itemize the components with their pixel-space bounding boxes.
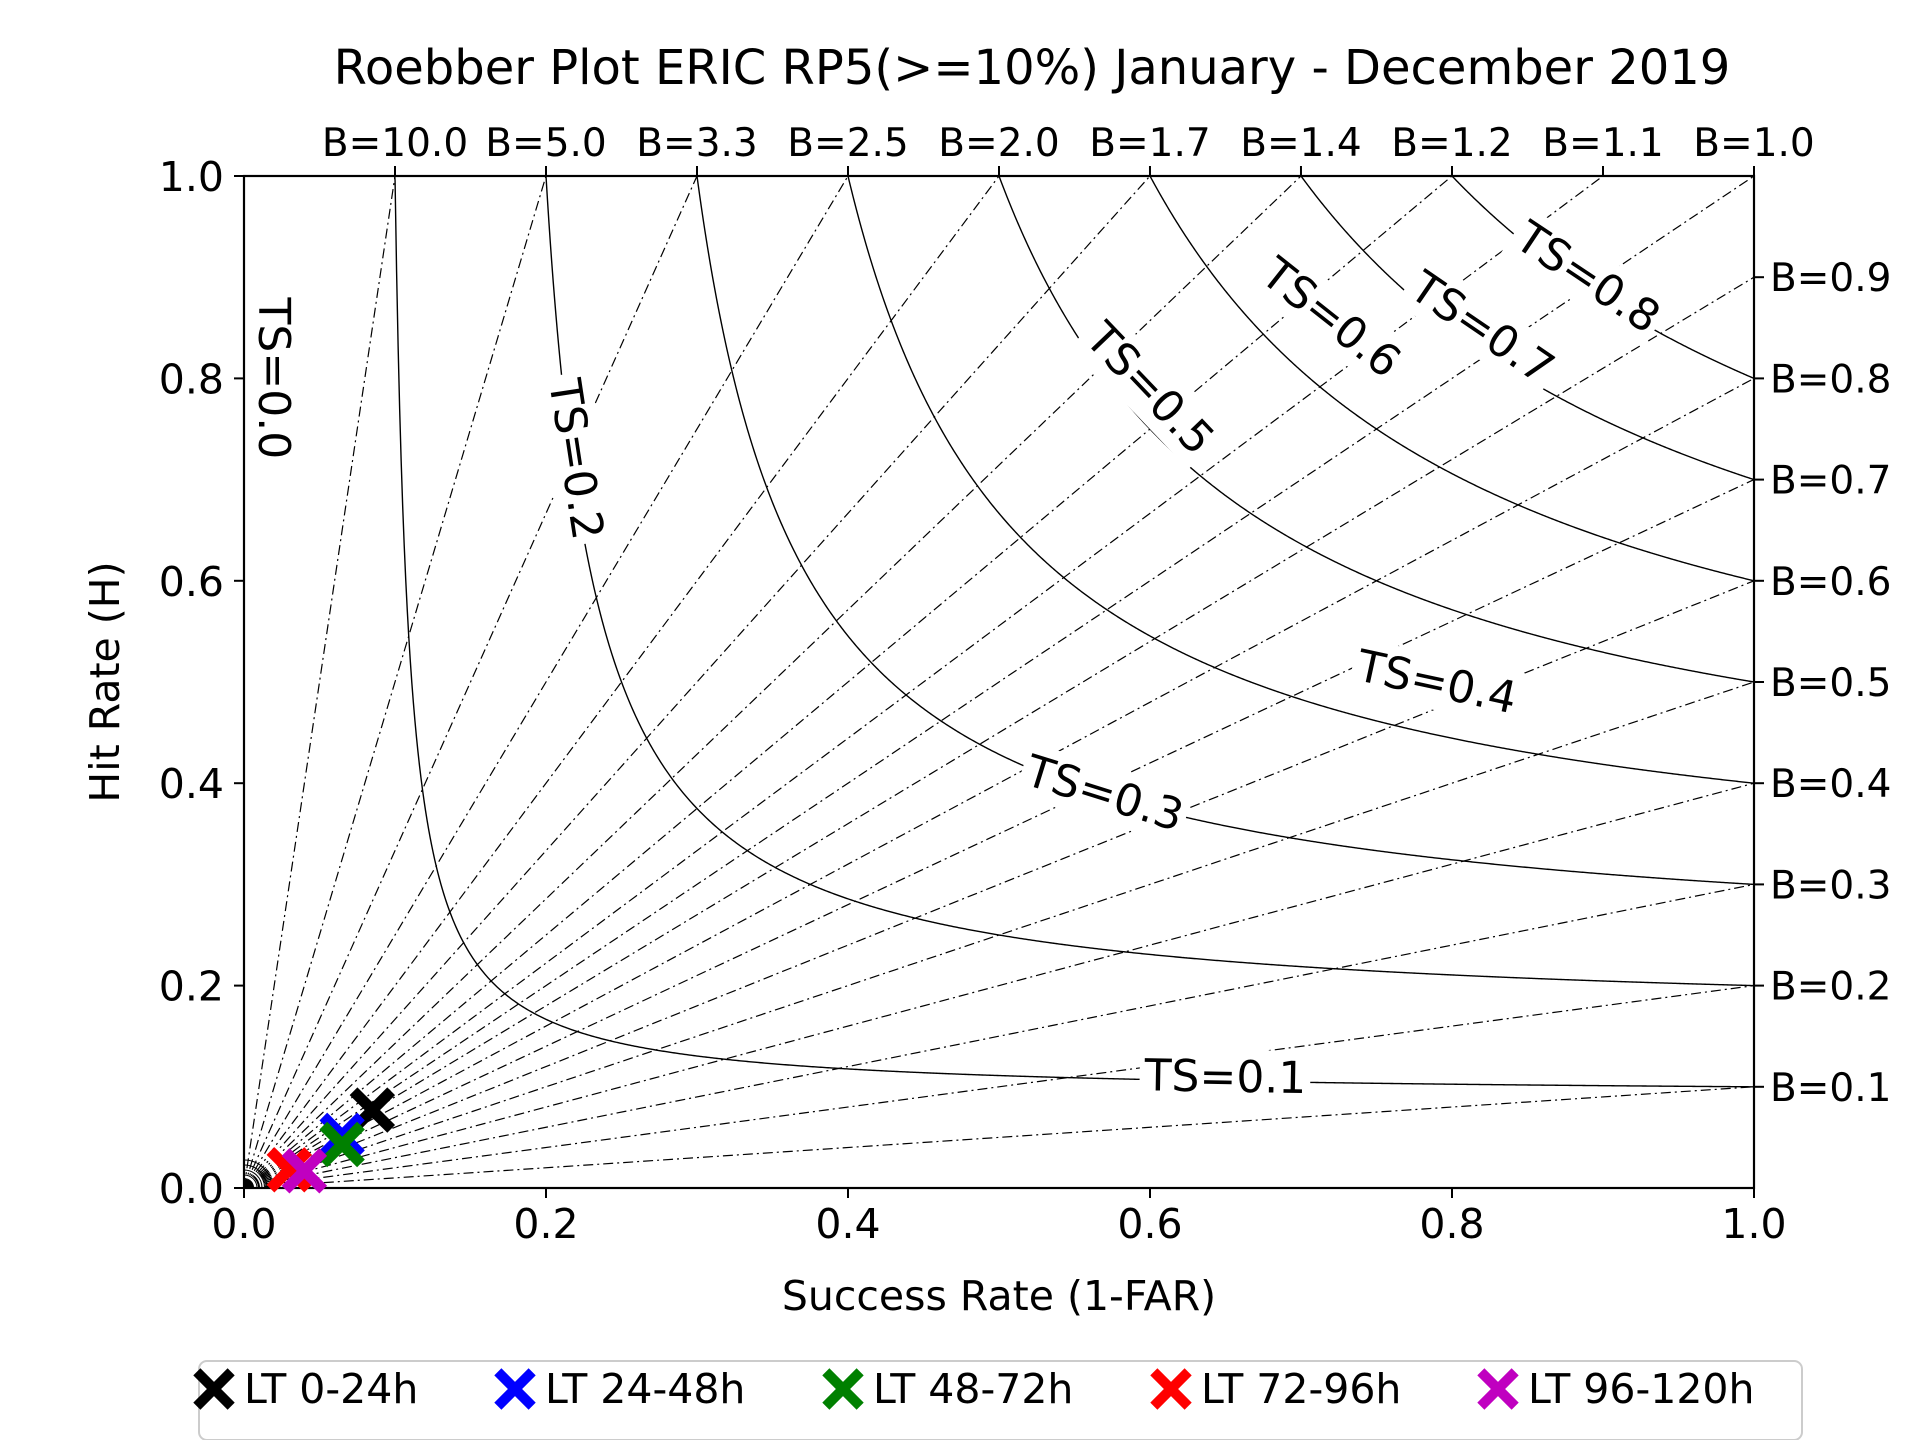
y-tick-label: 0.4 — [159, 760, 224, 808]
ts-contour-line — [1149, 176, 1754, 582]
bias-line-right — [244, 782, 1754, 1188]
ts-contour-label: TS=0.4 — [1351, 640, 1521, 724]
bias-right-label: B=0.2 — [1770, 965, 1891, 1010]
bias-right-label: B=0.9 — [1770, 256, 1891, 301]
bias-line-right — [244, 276, 1754, 1188]
y-tick-label: 1.0 — [159, 153, 224, 201]
ts-contour-line — [998, 176, 1754, 683]
x-tick-label: 0.0 — [211, 1200, 276, 1248]
ts-label-background — [1070, 307, 1229, 470]
ts-contour-label: TS=0.7 — [1400, 261, 1563, 395]
ts-origin-arc — [244, 1169, 263, 1188]
legend-marker — [822, 1368, 864, 1410]
bias-top-label: B=3.3 — [636, 121, 757, 166]
x-tick-label: 1.0 — [1721, 1200, 1786, 1248]
bias-top-label: B=10.0 — [322, 121, 468, 166]
data-points-group — [266, 1087, 396, 1194]
ts-label-background — [1246, 243, 1415, 393]
legend-label: LT 0-24h — [244, 1365, 418, 1413]
bias-line-right — [244, 985, 1754, 1188]
bias-line-right — [244, 1086, 1754, 1188]
bias-line-top — [244, 176, 849, 1188]
ts-contour-label: TS=0.5 — [1075, 312, 1224, 465]
y-tick-label: 0.8 — [159, 355, 224, 403]
bias-top-label: B=2.5 — [787, 121, 908, 166]
y-axis-label: Hit Rate (H) — [81, 561, 129, 802]
bias-top-labels: B=10.0 B=5.0 B=3.3 B=2.5 B=2.0 B=1.7 B=1.4 B=1.… — [322, 121, 1815, 176]
ts-contour-line — [1300, 176, 1754, 481]
ts-labels-group: TS=0.0TS=0.1TS=0.2TS=0.3TS=0.4TS=0.5 TS=0… — [246, 207, 1674, 1107]
data-point-marker — [281, 1148, 328, 1194]
x-tick-label: 0.2 — [513, 1200, 578, 1248]
ts-label-background — [1014, 742, 1194, 846]
legend-label: LT 48-72h — [873, 1365, 1073, 1413]
legend: LT 0-24h LT 24-48h LT 48-72h LT 72-96h LT 96… — [193, 1360, 1803, 1440]
bias-line-right — [244, 883, 1754, 1188]
legend-label: LT 24-48h — [545, 1365, 745, 1413]
bias-line-top — [244, 176, 698, 1188]
x-axis-label: Success Rate (1-FAR) — [782, 1272, 1216, 1320]
bias-right-label: B=0.1 — [1770, 1066, 1891, 1111]
bias-right-labels: B=0.9 B=0.8 B=0.7 B=0.6 B=0.5 B=0.4 B=0.3 B=0.2… — [1754, 256, 1891, 1111]
ts-contour-label: TS=0.3 — [1019, 745, 1189, 842]
bias-top-label: B=1.0 — [1693, 121, 1814, 166]
bias-right-label: B=0.8 — [1770, 357, 1891, 402]
bias-top-label: B=1.4 — [1240, 121, 1361, 166]
x-tick-label: 0.6 — [1117, 1200, 1182, 1248]
bias-top-label: B=1.2 — [1391, 121, 1512, 166]
y-tick-label: 0.6 — [159, 558, 224, 606]
bias-right-label: B=0.6 — [1770, 560, 1891, 605]
ts-origin-arc — [244, 1174, 258, 1188]
ts-contour-label: TS=0.0 — [248, 297, 299, 460]
bias-right-label: B=0.7 — [1770, 459, 1891, 504]
ts-origin-arc — [244, 1164, 268, 1188]
legend-items: LT 0-24h LT 24-48h LT 48-72h LT 72-96h LT 96… — [193, 1365, 1754, 1413]
legend-marker — [494, 1368, 536, 1410]
ts-contour-label: TS=0.1 — [1143, 1050, 1307, 1104]
x-tick-label: 0.8 — [1419, 1200, 1484, 1248]
ts-contour-label: TS=0.6 — [1251, 247, 1410, 388]
bias-right-label: B=0.5 — [1770, 661, 1891, 706]
ts-contour-line — [394, 176, 1754, 1088]
ts-label-background — [1347, 637, 1526, 728]
ts-label-background — [1500, 207, 1674, 348]
ts-label-background — [1395, 257, 1568, 399]
ts-label-background — [1139, 1048, 1311, 1107]
ts-label-background — [535, 370, 616, 548]
y-tick-label: 0.2 — [159, 963, 224, 1011]
bias-right-label: B=0.4 — [1770, 762, 1891, 807]
chart-title: Roebber Plot ERIC RP5(>=10%) January - D… — [334, 40, 1731, 96]
legend-marker — [1150, 1368, 1192, 1410]
bias-line-top — [244, 176, 547, 1188]
bias-line-right — [244, 479, 1754, 1188]
legend-label: LT 96-120h — [1528, 1365, 1754, 1413]
ts-contour-line — [847, 176, 1754, 784]
legend-marker — [1477, 1368, 1519, 1410]
bias-line-top — [244, 176, 1302, 1188]
ts-contour-label: TS=0.8 — [1505, 211, 1669, 344]
bias-top-label: B=2.0 — [938, 121, 1059, 166]
x-axis-ticks: 0.0 0.2 0.4 0.6 0.8 1.0 — [211, 1188, 1787, 1248]
bias-line-right — [244, 681, 1754, 1188]
bias-line-top — [244, 176, 1453, 1188]
bias-top-label: B=1.7 — [1089, 121, 1210, 166]
legend-label: LT 72-96h — [1201, 1365, 1401, 1413]
bias-top-label: B=5.0 — [485, 121, 606, 166]
x-tick-label: 0.4 — [815, 1200, 880, 1248]
y-tick-label: 0.0 — [159, 1165, 224, 1213]
bias-line-top — [244, 176, 1151, 1188]
bias-line-right — [244, 377, 1754, 1188]
ts-label-background — [246, 292, 302, 464]
ts-contour-line — [545, 176, 1754, 987]
bias-line-top — [244, 176, 1604, 1188]
legend-marker — [193, 1368, 235, 1410]
bias-right-label: B=0.3 — [1770, 863, 1891, 908]
y-axis-ticks: 0.0 0.2 0.4 0.6 0.8 1.0 — [159, 153, 244, 1213]
bias-top-label: B=1.1 — [1542, 121, 1663, 166]
